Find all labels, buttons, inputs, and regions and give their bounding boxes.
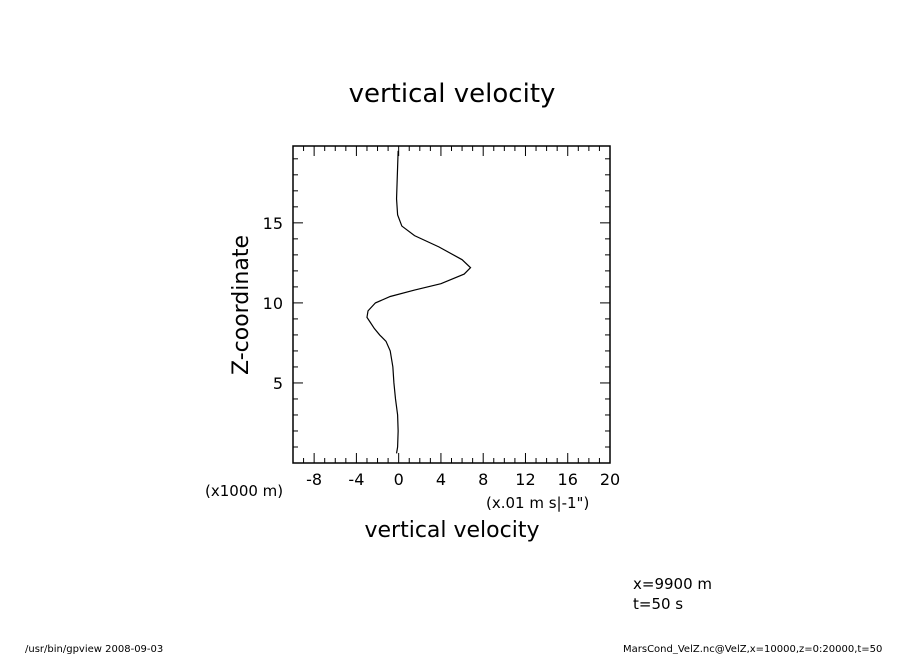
y-tick-label: 10 [263, 294, 283, 313]
x-tick-label: 20 [600, 470, 620, 489]
series-line [366, 150, 472, 454]
x-tick-labels: -8 -4 0 4 8 12 16 20 [306, 470, 620, 489]
x-tick-label: -8 [306, 470, 322, 489]
x-tick-label: 12 [515, 470, 535, 489]
plot-frame [292, 145, 611, 464]
y-tick-label: 15 [263, 214, 283, 233]
x-axis-unit: (x.01 m s|-1") [486, 494, 589, 512]
axis-ticks [293, 146, 610, 463]
x-position-annotation: x=9900 m [633, 575, 712, 593]
y-axis-label: Z-coordinate [229, 235, 254, 375]
footer-source: MarsCond_VelZ.nc@VelZ,x=10000,z=0:20000,… [623, 644, 882, 654]
chart-title: vertical velocity [349, 79, 556, 109]
x-tick-label: 16 [558, 470, 578, 489]
x-tick-label: 8 [478, 470, 488, 489]
y-tick-labels: 5 10 15 [263, 214, 283, 393]
footer-program: /usr/bin/gpview 2008-09-03 [25, 644, 163, 654]
time-annotation: t=50 s [633, 595, 683, 613]
y-axis-unit: (x1000 m) [205, 482, 283, 500]
x-axis-label: vertical velocity [364, 518, 539, 543]
y-tick-label: 5 [273, 374, 283, 393]
x-tick-label: -4 [348, 470, 364, 489]
x-tick-label: 0 [394, 470, 404, 489]
x-tick-label: 4 [436, 470, 446, 489]
